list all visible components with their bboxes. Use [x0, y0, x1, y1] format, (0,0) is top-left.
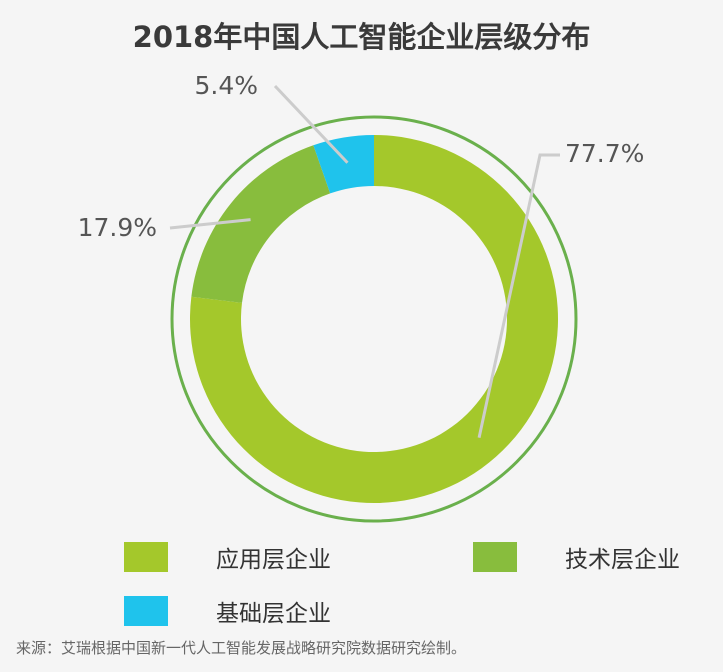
leader-line-foundation [273, 84, 349, 164]
outer-ring [170, 115, 578, 523]
slices-group [190, 135, 558, 504]
leader-line-application [477, 153, 560, 438]
data-labels: 77.7% 17.9% 5.4% [78, 71, 645, 242]
data-label-foundation: 5.4% [194, 71, 258, 100]
leader-line-technology [169, 218, 251, 230]
leader-lines [169, 84, 560, 438]
chart-title: 2018年中国人工智能企业层级分布 [132, 20, 591, 54]
slice-foundation [313, 135, 374, 194]
data-label-technology: 17.9% [78, 213, 157, 242]
slice-technology [191, 145, 331, 303]
data-label-application: 77.7% [565, 139, 644, 168]
source-note: 来源：艾瑞根据中国新一代人工智能发展战略研究院数据研究绘制。 [16, 639, 467, 657]
